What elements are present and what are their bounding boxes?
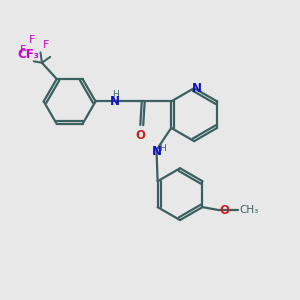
Text: F: F: [28, 35, 35, 45]
Text: O: O: [135, 128, 145, 142]
Text: H: H: [112, 90, 119, 99]
Text: O: O: [220, 204, 230, 217]
Text: N: N: [110, 95, 120, 108]
Text: N: N: [152, 145, 161, 158]
Text: CH₃: CH₃: [239, 205, 259, 215]
Text: F: F: [20, 44, 27, 55]
Text: CF₃: CF₃: [17, 48, 39, 61]
Text: H: H: [160, 144, 166, 153]
Text: F: F: [43, 40, 49, 50]
Text: N: N: [191, 82, 202, 95]
